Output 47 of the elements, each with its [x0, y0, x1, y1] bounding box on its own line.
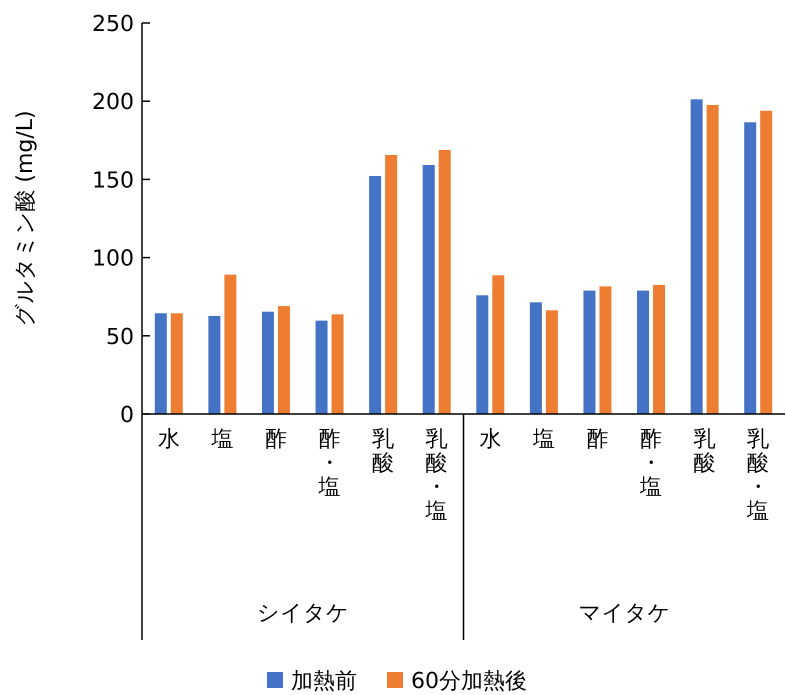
y-tick-label: 250 [92, 12, 134, 37]
bar [690, 99, 703, 414]
bar [332, 314, 344, 414]
bar [438, 150, 451, 414]
bar [316, 320, 328, 414]
legend-label: 60分加熱後 [411, 669, 527, 694]
bar [385, 155, 398, 414]
x-tick-label: 塩 [210, 427, 234, 452]
bar [583, 290, 596, 414]
text: マイタケ [578, 601, 670, 626]
x-tick-label: 乳酸 [372, 427, 394, 476]
x-tick-label: 塩 [532, 427, 555, 452]
bar [369, 176, 382, 414]
x-tick-label: 水 [479, 427, 502, 452]
bar [744, 122, 756, 414]
bar [170, 313, 183, 414]
bar [262, 312, 274, 414]
bar [706, 104, 719, 414]
bar [653, 284, 666, 414]
x-tick-label: 酢 [586, 427, 608, 452]
bar [546, 310, 558, 414]
x-tick-label: 酢・塩 [639, 427, 662, 500]
x-tick-label: 酢・塩 [318, 427, 341, 500]
y-tick-label: 0 [120, 403, 134, 428]
x-tick-label: 乳酸・塩 [746, 427, 770, 524]
x-tick-label: 乳酸・塩 [424, 427, 448, 524]
bar [224, 274, 236, 414]
bar [278, 306, 290, 414]
y-tick-label: 150 [92, 168, 134, 194]
bar [422, 165, 435, 414]
x-tick-label: 水 [158, 427, 180, 452]
x-tick-label: 乳酸 [694, 427, 716, 476]
legend-label: 加熱前 [291, 669, 357, 694]
bar [530, 302, 542, 414]
bar [476, 295, 488, 414]
bar [154, 313, 167, 414]
y-axis-title: グルタミン酸 (mg/L) [13, 110, 38, 327]
bar [760, 110, 772, 414]
bar [208, 316, 220, 414]
bar [492, 275, 504, 414]
x-tick-label: 酢 [264, 427, 287, 452]
y-tick-label: 50 [106, 324, 134, 350]
bar [599, 286, 612, 414]
bar [637, 290, 650, 414]
y-tick-label: 100 [92, 246, 134, 272]
text: シイタケ [256, 601, 349, 626]
y-tick-label: 200 [92, 90, 134, 116]
